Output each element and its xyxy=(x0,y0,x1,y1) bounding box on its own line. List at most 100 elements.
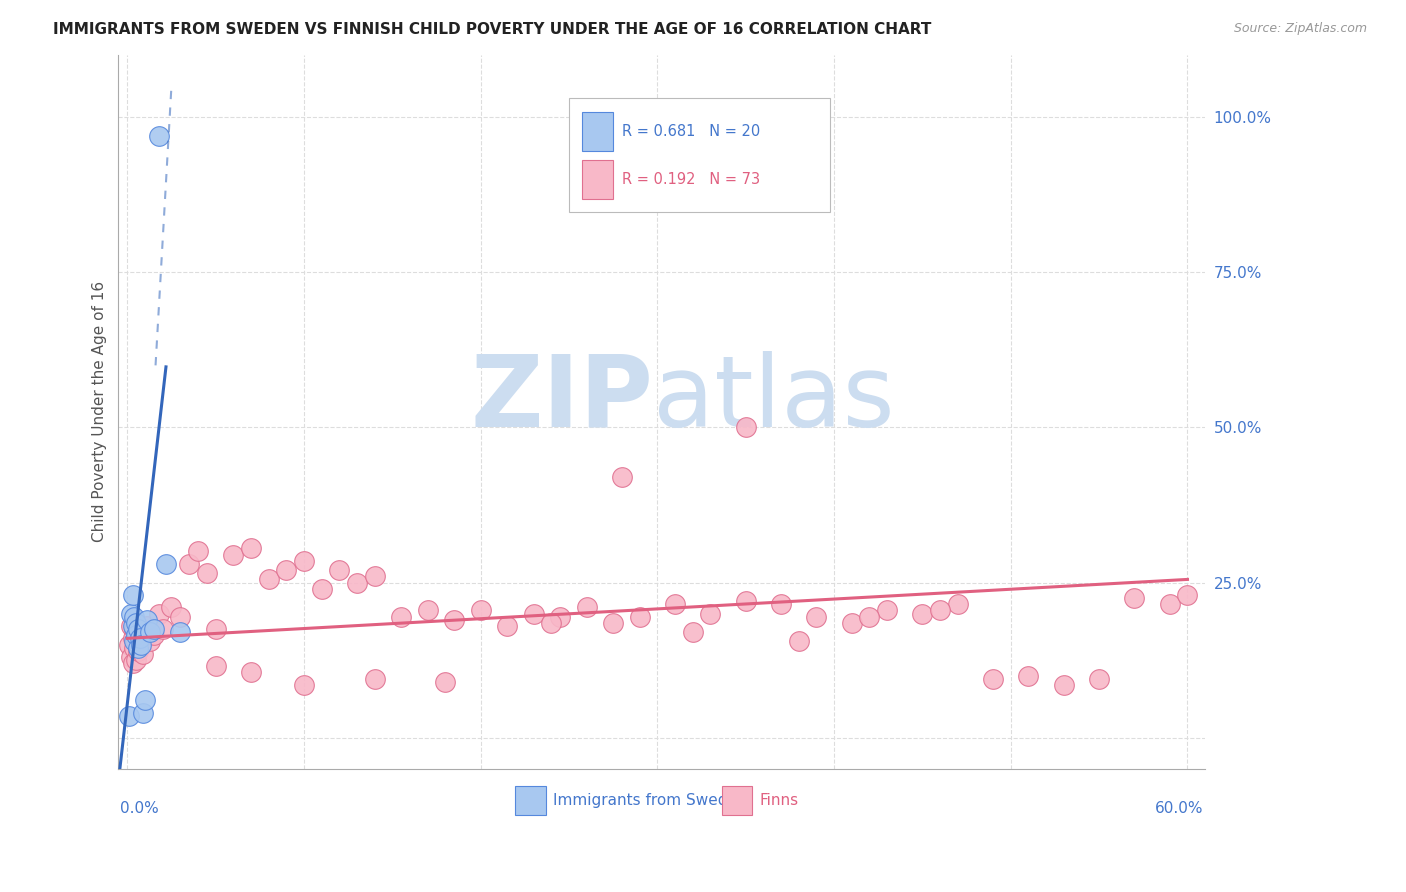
Point xyxy=(443,613,465,627)
Point xyxy=(1177,588,1199,602)
Point xyxy=(734,420,756,434)
Point xyxy=(699,607,721,621)
Point xyxy=(734,594,756,608)
Text: 0.0%: 0.0% xyxy=(120,801,159,816)
Point xyxy=(841,615,863,630)
Point xyxy=(239,665,262,680)
Point xyxy=(127,622,149,636)
Point xyxy=(548,609,571,624)
Point xyxy=(120,650,142,665)
Bar xyxy=(582,160,613,199)
Point xyxy=(127,628,149,642)
Point xyxy=(121,588,143,602)
Point xyxy=(148,607,170,621)
Point xyxy=(120,607,142,621)
Point xyxy=(139,634,162,648)
Point xyxy=(134,693,156,707)
Point xyxy=(328,563,350,577)
Point xyxy=(204,659,226,673)
Point xyxy=(125,615,148,630)
Text: IMMIGRANTS FROM SWEDEN VS FINNISH CHILD POVERTY UNDER THE AGE OF 16 CORRELATION : IMMIGRANTS FROM SWEDEN VS FINNISH CHILD … xyxy=(53,22,932,37)
Point xyxy=(160,600,183,615)
Point xyxy=(155,557,177,571)
Point xyxy=(311,582,333,596)
Point xyxy=(222,548,245,562)
Text: Source: ZipAtlas.com: Source: ZipAtlas.com xyxy=(1233,22,1367,36)
Point xyxy=(118,638,141,652)
Text: atlas: atlas xyxy=(652,351,894,448)
Point xyxy=(204,622,226,636)
Point xyxy=(128,632,150,646)
Point xyxy=(125,634,148,648)
Point xyxy=(911,607,934,621)
Point xyxy=(770,597,793,611)
Point xyxy=(169,609,191,624)
Point xyxy=(1123,591,1146,605)
Point xyxy=(602,615,624,630)
Text: R = 0.681   N = 20: R = 0.681 N = 20 xyxy=(621,124,759,139)
Point xyxy=(929,603,952,617)
Point xyxy=(806,609,828,624)
Point xyxy=(434,674,457,689)
Point xyxy=(239,541,262,556)
Point xyxy=(127,644,149,658)
Point xyxy=(292,554,315,568)
Point xyxy=(628,609,651,624)
Point xyxy=(124,640,146,655)
Point xyxy=(1017,668,1039,682)
Point xyxy=(363,569,385,583)
Text: ZIP: ZIP xyxy=(470,351,652,448)
Point xyxy=(187,544,209,558)
Point xyxy=(135,613,157,627)
Point xyxy=(858,609,880,624)
Point xyxy=(124,622,146,636)
Point xyxy=(257,573,280,587)
Point xyxy=(276,563,298,577)
Point xyxy=(169,625,191,640)
Point xyxy=(124,609,146,624)
Point xyxy=(981,672,1004,686)
Bar xyxy=(569,98,830,212)
Point xyxy=(142,628,165,642)
Point xyxy=(946,597,969,611)
Point xyxy=(179,557,201,571)
Point xyxy=(470,603,492,617)
Point xyxy=(121,656,143,670)
Point xyxy=(682,625,704,640)
Point xyxy=(496,619,519,633)
Point xyxy=(787,634,810,648)
Point xyxy=(121,632,143,646)
Point xyxy=(132,647,155,661)
Point xyxy=(389,609,412,624)
Point xyxy=(131,638,153,652)
Point xyxy=(1088,672,1111,686)
Y-axis label: Child Poverty Under the Age of 16: Child Poverty Under the Age of 16 xyxy=(93,281,107,542)
Point xyxy=(152,622,174,636)
Point xyxy=(127,640,149,655)
Point xyxy=(125,628,148,642)
Point xyxy=(523,607,546,621)
Bar xyxy=(721,787,752,815)
Point xyxy=(346,575,368,590)
Bar xyxy=(515,787,546,815)
Point xyxy=(195,566,218,581)
Point xyxy=(132,706,155,720)
Point xyxy=(134,632,156,646)
Bar xyxy=(582,112,613,152)
Point xyxy=(416,603,439,617)
Point xyxy=(128,625,150,640)
Point xyxy=(142,622,165,636)
Point xyxy=(540,615,562,630)
Point xyxy=(610,470,633,484)
Point xyxy=(148,128,170,143)
Point xyxy=(124,634,146,648)
Text: Immigrants from Sweden: Immigrants from Sweden xyxy=(553,793,747,808)
Point xyxy=(135,619,157,633)
Point xyxy=(139,625,162,640)
Point xyxy=(363,672,385,686)
Point xyxy=(292,678,315,692)
Point xyxy=(125,653,148,667)
Point xyxy=(575,600,598,615)
Point xyxy=(118,709,141,723)
Point xyxy=(131,638,153,652)
